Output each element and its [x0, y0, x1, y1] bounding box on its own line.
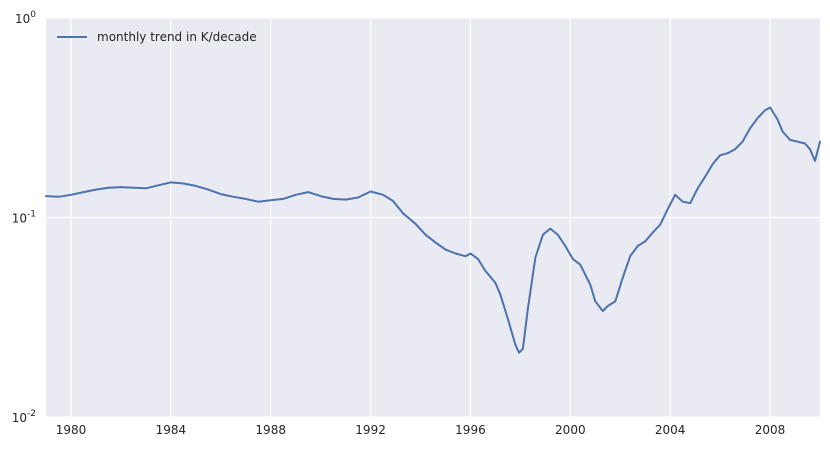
x-tick-label: 1988 — [255, 423, 286, 437]
y-tick-base: 10 — [12, 411, 27, 425]
y-tick-exponent: -1 — [27, 210, 36, 220]
legend: monthly trend in K/decade — [57, 30, 257, 44]
x-axis-ticks: 1980 1984 1988 1992 1996 2000 2004 2008 — [56, 423, 786, 437]
series-line — [45, 106, 821, 354]
y-tick-exponent: -2 — [27, 409, 36, 419]
x-tick-label: 1980 — [56, 423, 87, 437]
legend-label: monthly trend in K/decade — [97, 30, 257, 44]
x-tick-label: 2008 — [755, 423, 786, 437]
y-tick-label: 10-2 — [12, 409, 36, 425]
y-tick-base: 10 — [12, 212, 27, 226]
x-tick-label: 1984 — [156, 423, 187, 437]
x-tick-label: 2004 — [655, 423, 686, 437]
y-tick-label: 10-1 — [12, 210, 36, 226]
y-tick-base: 10 — [15, 12, 30, 26]
x-tick-label: 2000 — [555, 423, 586, 437]
y-gridlines — [46, 17, 820, 418]
y-tick-label: 100 — [15, 10, 36, 26]
series-layer — [45, 106, 821, 354]
x-tick-label: 1996 — [455, 423, 486, 437]
x-tick-label: 1992 — [355, 423, 386, 437]
y-tick-exponent: 0 — [30, 10, 36, 20]
